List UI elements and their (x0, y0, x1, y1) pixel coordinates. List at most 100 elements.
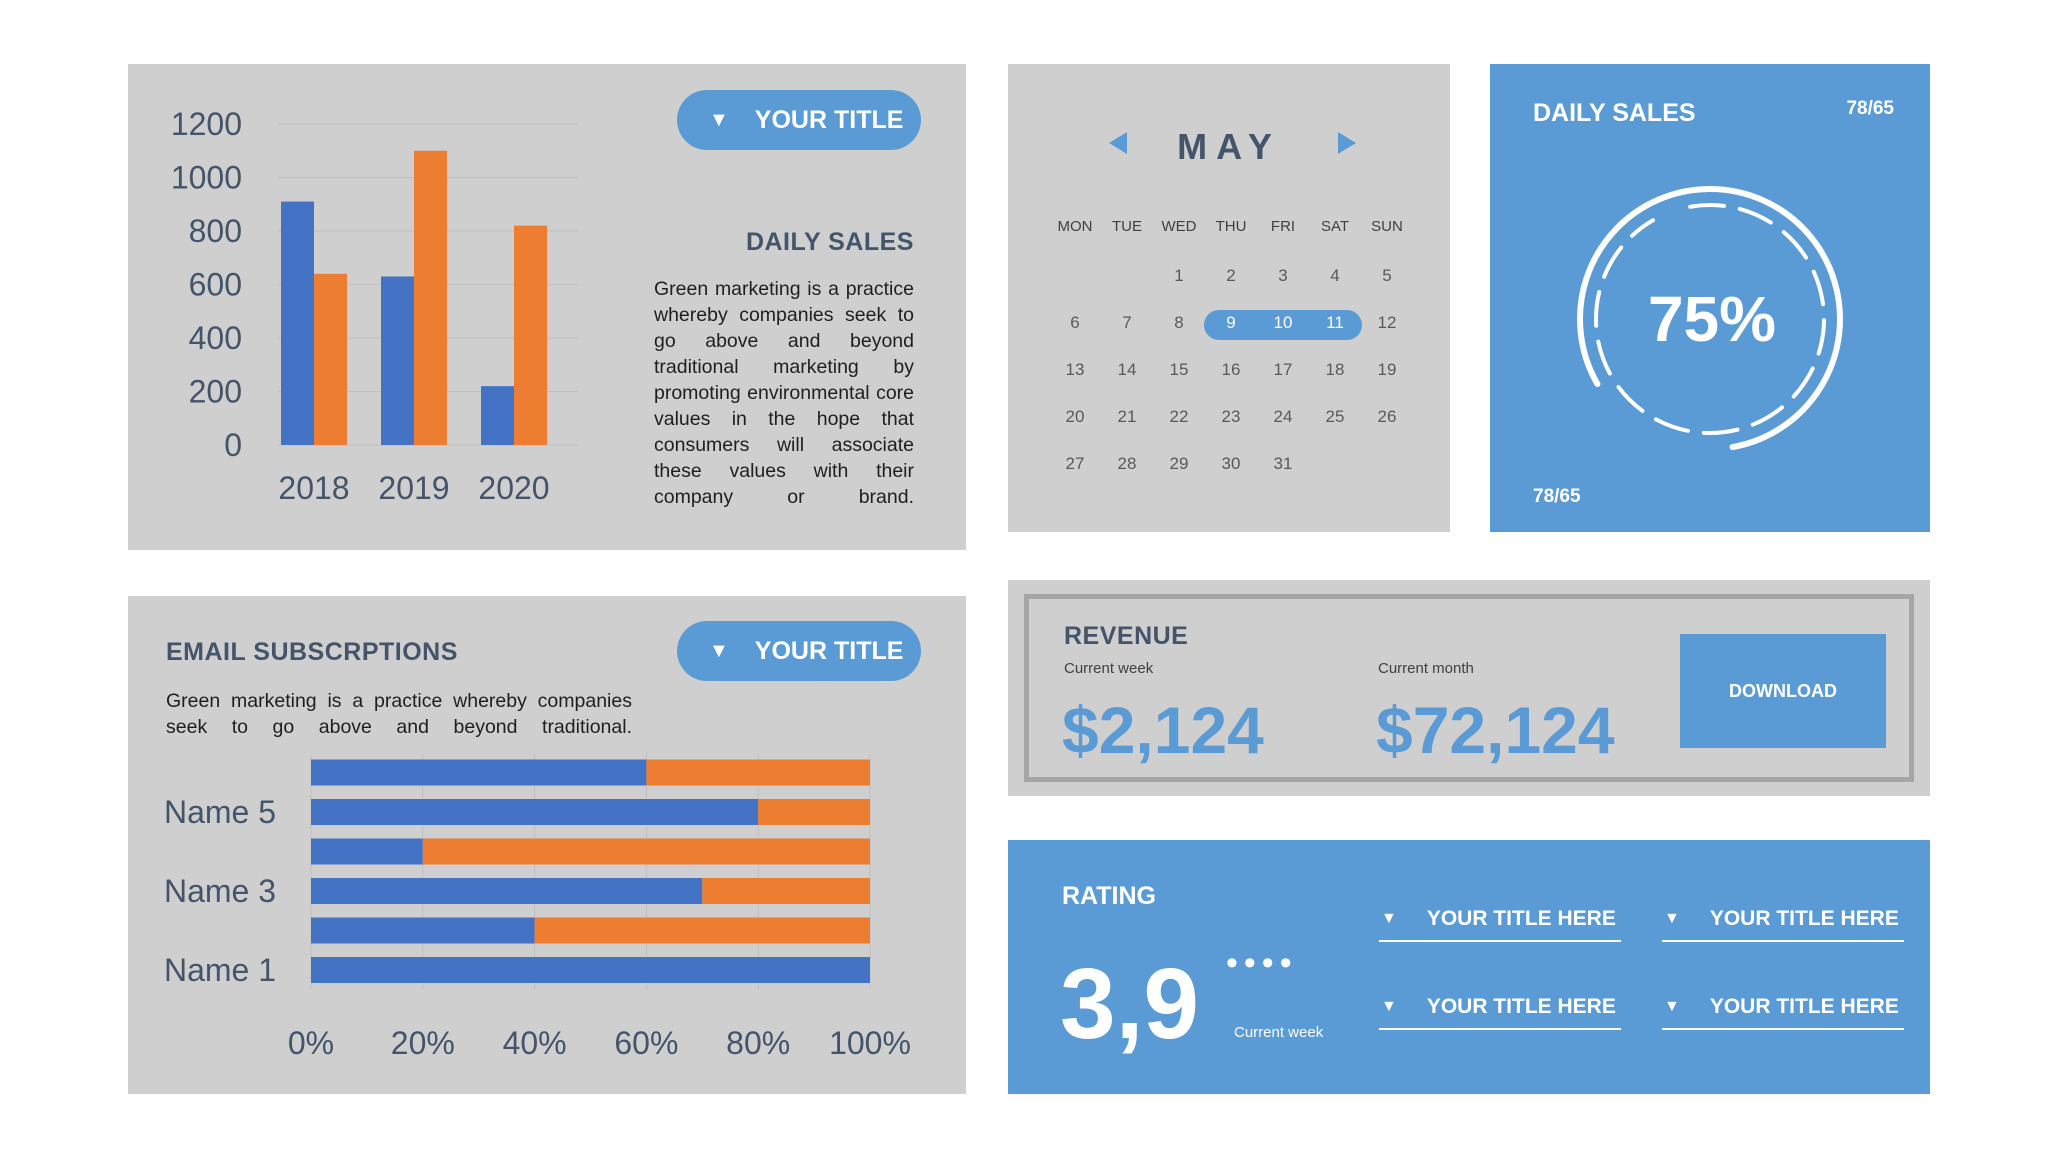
calendar-day[interactable]: 2 (1226, 266, 1236, 285)
calendar-day[interactable]: 1 (1174, 266, 1184, 285)
calendar-day[interactable]: 4 (1330, 266, 1340, 285)
calendar-day[interactable]: 17 (1273, 360, 1293, 379)
rating-sub-label: Current week (1234, 1024, 1324, 1041)
weekday-label: WED (1161, 218, 1197, 235)
y-tick-label: Name 5 (164, 794, 276, 830)
calendar-day[interactable]: 26 (1377, 407, 1397, 426)
daily-sales-bottom-value: 78/65 (1533, 486, 1581, 507)
bar (514, 225, 547, 445)
bar-segment (311, 957, 870, 983)
rating-item-label: YOUR TITLE HERE (1709, 995, 1899, 1018)
rating-heading: RATING (1062, 882, 1156, 910)
weekday-label: MON (1057, 218, 1093, 235)
calendar-day[interactable]: 13 (1065, 360, 1085, 379)
calendar-day[interactable]: 27 (1065, 454, 1085, 473)
triangle-down-icon: ▼ (709, 108, 729, 131)
y-tick-label: 400 (189, 320, 242, 356)
month-title: MAY (1177, 126, 1281, 167)
calendar-day[interactable]: 28 (1117, 454, 1137, 473)
triangle-down-icon: ▼ (709, 639, 729, 662)
ring-arc (1577, 186, 1843, 451)
next-month-icon[interactable] (1338, 132, 1356, 154)
bar-segment (311, 799, 759, 825)
current-week-label: Current week (1064, 660, 1154, 677)
triangle-down-icon: ▼ (1381, 910, 1397, 927)
daily-sales-text: Green marketing is a practice whereby co… (654, 278, 914, 508)
bar-segment (702, 878, 870, 904)
bar-segment (758, 799, 870, 825)
rating-item-label: YOUR TITLE HERE (1426, 995, 1616, 1018)
calendar-day[interactable]: 7 (1122, 313, 1132, 332)
calendar-day[interactable]: 16 (1221, 360, 1241, 379)
calendar-day[interactable]: 21 (1117, 407, 1137, 426)
pill-label: YOUR TITLE (754, 105, 904, 134)
calendar-day[interactable]: 12 (1377, 313, 1397, 332)
x-tick-label: 60% (614, 1025, 678, 1061)
daily-sales-heading: DAILY SALES (745, 228, 914, 256)
bar-chart: 0 200 400 600 800 1000 1200 2018 2019 2020 (171, 106, 578, 506)
email-your-title-button[interactable]: ▼ YOUR TITLE (677, 621, 921, 681)
calendar-day[interactable]: 14 (1117, 360, 1137, 379)
calendar-day[interactable]: 5 (1382, 266, 1392, 285)
daily-sales-card: DAILY SALES 78/65 75% 78/65 (1490, 64, 1930, 532)
weekday-label: SUN (1371, 218, 1403, 235)
calendar-day[interactable]: 18 (1325, 360, 1345, 379)
calendar-day[interactable]: 9 (1226, 313, 1236, 332)
rating-item-1[interactable]: ▼ YOUR TITLE HERE (1379, 898, 1621, 942)
bar-segment (311, 878, 703, 904)
weekday-label: FRI (1270, 218, 1296, 235)
y-tick-label: 200 (189, 374, 242, 410)
x-tick-label: 2018 (278, 470, 349, 506)
revenue-panel: REVENUE Current week $2,124 Current mont… (1008, 580, 1930, 796)
calendar-day[interactable]: 24 (1273, 407, 1293, 426)
x-tick-label: 80% (726, 1025, 790, 1061)
daily-sales-card-title: DAILY SALES (1533, 99, 1696, 127)
prev-month-icon[interactable] (1109, 132, 1127, 154)
calendar-day[interactable]: 8 (1174, 313, 1184, 332)
calendar-day[interactable]: 29 (1169, 454, 1189, 473)
bar-segment (311, 917, 535, 944)
calendar-day[interactable]: 22 (1169, 407, 1189, 426)
calendar-day[interactable]: 19 (1377, 360, 1397, 379)
selected-days-highlight (1204, 310, 1362, 340)
calendar-day[interactable]: 3 (1278, 266, 1288, 285)
calendar-day[interactable]: 25 (1325, 407, 1345, 426)
rating-item-3[interactable]: ▼ YOUR TITLE HERE (1379, 986, 1621, 1030)
current-month-value: $72,124 (1376, 693, 1615, 767)
x-tick-label: 2020 (478, 470, 549, 506)
weekday-label: THU (1215, 218, 1247, 235)
y-tick-label: 800 (189, 213, 242, 249)
calendar-day[interactable]: 6 (1070, 313, 1080, 332)
y-tick-label: 1000 (171, 160, 242, 196)
revenue-frame (1024, 594, 1914, 782)
y-tick-label: 0 (224, 427, 242, 463)
y-tick-label: 1200 (171, 106, 242, 142)
calendar-day[interactable]: 31 (1273, 454, 1293, 473)
x-tick-label: 2019 (378, 470, 449, 506)
bar (281, 201, 314, 445)
weekday-label: TUE (1112, 218, 1142, 235)
x-tick-label: 40% (503, 1025, 567, 1061)
rating-item-4[interactable]: ▼ YOUR TITLE HERE (1662, 986, 1904, 1030)
calendar-day[interactable]: 15 (1169, 360, 1189, 379)
rating-item-label: YOUR TITLE HERE (1426, 907, 1616, 930)
current-month-label: Current month (1378, 660, 1474, 677)
calendar-day[interactable]: 11 (1326, 313, 1344, 332)
calendar-day[interactable]: 20 (1065, 407, 1085, 426)
x-tick-label: 20% (391, 1025, 455, 1061)
calendar-day[interactable]: 10 (1273, 313, 1293, 332)
download-button[interactable]: DOWNLOAD (1680, 634, 1886, 748)
rating-item-2[interactable]: ▼ YOUR TITLE HERE (1662, 898, 1904, 942)
y-tick-label: Name 3 (164, 873, 276, 909)
rating-item-label: YOUR TITLE HERE (1709, 907, 1899, 930)
calendar-day[interactable]: 23 (1221, 407, 1241, 426)
y-tick-label: Name 1 (164, 952, 276, 988)
your-title-button[interactable]: ▼ YOUR TITLE (677, 90, 921, 150)
weekday-label: SAT (1320, 218, 1350, 235)
email-subscriptions-text: Green marketing is a practice whereby co… (166, 690, 632, 738)
calendar-day[interactable]: 30 (1221, 454, 1241, 473)
bar (381, 276, 414, 445)
email-pill-label: YOUR TITLE (754, 636, 904, 665)
email-subscriptions-heading: EMAIL SUBSCRPTIONS (166, 638, 458, 666)
current-week-value: $2,124 (1062, 693, 1264, 767)
